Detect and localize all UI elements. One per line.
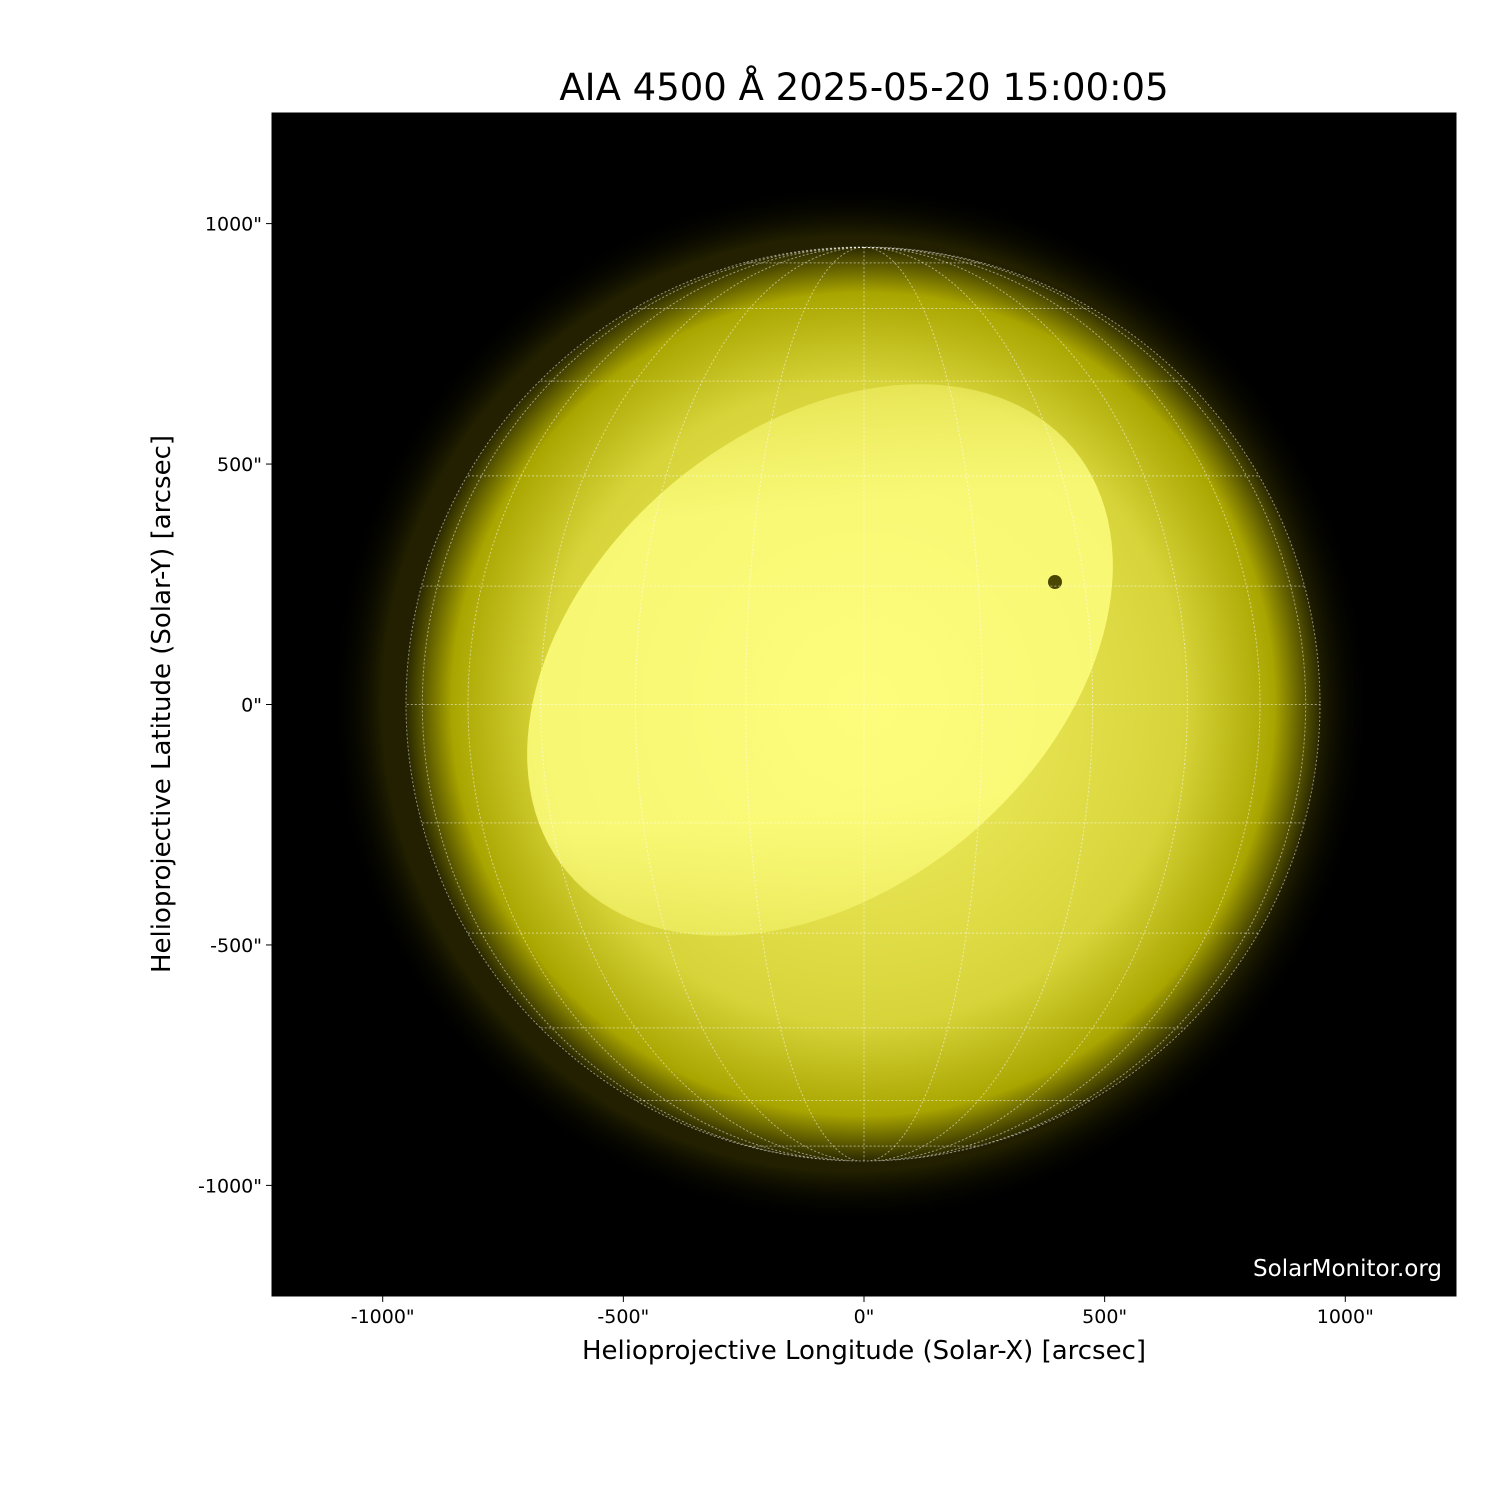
x-tick-label: -500" bbox=[597, 1306, 649, 1328]
y-tick-label: -500" bbox=[210, 935, 262, 957]
bright-region bbox=[527, 384, 1113, 936]
limb-outline bbox=[405, 246, 1321, 1162]
grid-longitude-line bbox=[863, 247, 983, 1161]
credit-watermark: SolarMonitor.org bbox=[1253, 1256, 1442, 1282]
y-axis-label: Helioprojective Latitude (Solar-Y) [arcs… bbox=[147, 434, 177, 974]
x-axis-label: Helioprojective Longitude (Solar-X) [arc… bbox=[581, 1336, 1147, 1366]
heliographic-grid bbox=[406, 247, 1320, 1161]
grid-longitude-line bbox=[863, 247, 1261, 1161]
grid-longitude-line bbox=[745, 247, 865, 1161]
x-tick-label: 1000" bbox=[1317, 1306, 1374, 1328]
grid-longitude-line bbox=[863, 247, 1307, 1161]
y-tick-label: 1000" bbox=[205, 214, 262, 236]
x-tick-label: 0" bbox=[854, 1306, 875, 1328]
chart-title: AIA 4500 Å 2025-05-20 15:00:05 bbox=[559, 66, 1169, 109]
sunspot bbox=[1048, 575, 1062, 589]
grid-longitude-line bbox=[467, 247, 865, 1161]
y-tick-label: 500" bbox=[217, 454, 262, 476]
y-tick-label: -1000" bbox=[198, 1175, 262, 1197]
x-tick-label: 500" bbox=[1082, 1306, 1127, 1328]
y-tick-label: 0" bbox=[241, 695, 262, 717]
grid-longitude-line bbox=[421, 247, 865, 1161]
x-tick-label: -1000" bbox=[351, 1306, 415, 1328]
